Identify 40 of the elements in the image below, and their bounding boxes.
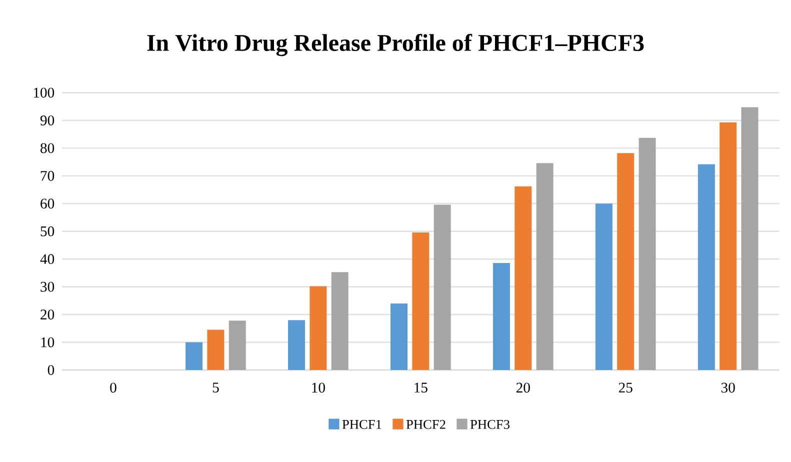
y-tick-label: 50 [40,226,54,236]
bar [412,232,430,370]
bar [617,153,634,370]
bar [207,330,224,370]
legend-label: PHCF2 [406,420,446,429]
y-tick-label: 40 [40,254,54,264]
bar [514,186,532,370]
x-tick-label: 15 [414,382,428,393]
legend-label: PHCF3 [470,420,510,429]
bar [492,262,510,370]
y-tick-label: 10 [41,337,54,348]
chart-title: In Vitro Drug Release Profile of PHCF1–PHCF3 [147,34,644,56]
y-tick-label: 0 [48,365,54,375]
x-tick-label: 10 [312,382,325,393]
bar [741,107,758,370]
bar [595,204,612,370]
bar [536,163,554,370]
bar [720,122,737,370]
legend-label: PHCF1 [342,420,382,429]
bar [434,204,451,370]
bar [331,272,348,370]
x-tick-label: 30 [721,382,735,393]
y-tick-label: 100 [34,88,54,98]
x-tick-label: 20 [516,382,530,393]
y-tick-label: 20 [40,310,54,320]
bar [638,138,656,370]
y-tick-label: 70 [40,170,54,181]
y-tick-label: 90 [40,115,54,126]
x-tick-label: 0 [110,382,116,393]
bar [186,342,203,370]
y-tick-label: 60 [40,198,54,209]
bar [228,320,246,370]
bar [698,164,715,370]
bar [288,320,306,370]
y-tick-label: 30 [40,282,54,292]
x-tick-label: 25 [618,382,632,393]
x-tick-label: 5 [212,382,219,392]
bar [390,303,408,370]
y-tick-label: 80 [40,143,54,154]
bar [310,286,327,370]
